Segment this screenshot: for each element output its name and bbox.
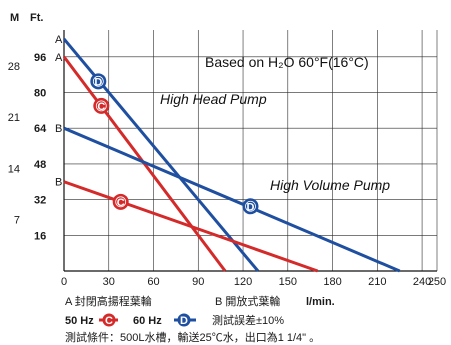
- marker-ring: [95, 100, 107, 112]
- curve-letter-b: B: [55, 123, 62, 135]
- high-volume-label: High Volume Pump: [270, 177, 390, 193]
- y-tick-label-ft: 64: [34, 123, 47, 135]
- legend-50hz-marker-letter: C: [105, 315, 113, 327]
- legend-tolerance: 測試誤差±10%: [212, 313, 284, 327]
- marker-ring: [115, 196, 127, 208]
- x-unit-label: l/min.: [306, 296, 335, 308]
- y-tick-label-ft: 48: [34, 159, 46, 171]
- y-unit-feet: Ft.: [30, 12, 43, 24]
- x-tick-label: 150: [279, 276, 297, 288]
- legend-60hz-label: 60 Hz: [133, 315, 162, 327]
- y-tick-label-ft: 80: [34, 87, 46, 99]
- marker-circle: [93, 97, 110, 114]
- marker-circle: [112, 193, 129, 210]
- marker-circle: [242, 198, 259, 215]
- curve-b-50hz: [63, 180, 319, 273]
- legend-60hz-marker-letter: D: [180, 315, 188, 327]
- legend-curve-a: A 封閉高揚程葉輪: [65, 294, 152, 308]
- legend-curve-b: B 開放式葉輪: [215, 294, 280, 308]
- y-tick-label-m: 7: [14, 215, 20, 227]
- marker-ring: [92, 75, 104, 87]
- curve-a-60hz: [62, 37, 260, 272]
- marker-ring: [245, 200, 256, 212]
- x-tick-label: 180: [323, 276, 341, 288]
- x-tick-label: 0: [61, 276, 67, 288]
- x-tick-label: 30: [103, 276, 115, 288]
- x-tick-label: 120: [234, 276, 252, 288]
- legend-50hz-label: 50 Hz: [65, 315, 94, 327]
- marker-letter: C: [117, 197, 125, 209]
- curve-markers: D C C D: [90, 73, 259, 215]
- performance-curves: [62, 37, 401, 273]
- x-tick-label: 90: [192, 276, 204, 288]
- high-head-label: High Head Pump: [160, 91, 267, 107]
- legend-50hz-marker: [102, 313, 116, 327]
- x-tick-label: 250: [428, 276, 446, 288]
- curve-letter-a: A: [55, 34, 63, 46]
- marker-letter: D: [94, 76, 102, 88]
- curve-letter-a: A: [55, 52, 63, 64]
- y-tick-label-ft: 96: [34, 52, 46, 64]
- curve-labels: AA B B: [55, 34, 63, 189]
- curve-b-60hz: [63, 126, 401, 273]
- legend-test-conditions: 測試條件：500L水槽，輸送25℃水，出口為1 1/4" 。: [65, 330, 320, 344]
- marker-letter: C: [97, 101, 105, 113]
- curve-letter-b: B: [55, 177, 62, 189]
- y-tick-label-ft: 32: [34, 195, 46, 207]
- y-tick-label-m: 14: [8, 163, 20, 175]
- x-tick-label: 60: [147, 276, 159, 288]
- marker-letter: D: [247, 201, 255, 213]
- y-unit-meters: M: [10, 12, 19, 24]
- y-tick-label-ft: 16: [34, 230, 46, 242]
- y-tick-label-m: 21: [8, 112, 20, 124]
- y-tick-labels: 96 80 64 48 32 16 28 21 14 7: [8, 52, 47, 243]
- x-tick-label: 240: [413, 276, 431, 288]
- legend-60hz-marker: [177, 313, 191, 327]
- x-tick-label: 210: [368, 276, 386, 288]
- marker-circle: [90, 73, 107, 90]
- based-on-note: Based on H₂O 60°F(16°C): [205, 54, 369, 70]
- y-tick-label-m: 28: [8, 61, 20, 73]
